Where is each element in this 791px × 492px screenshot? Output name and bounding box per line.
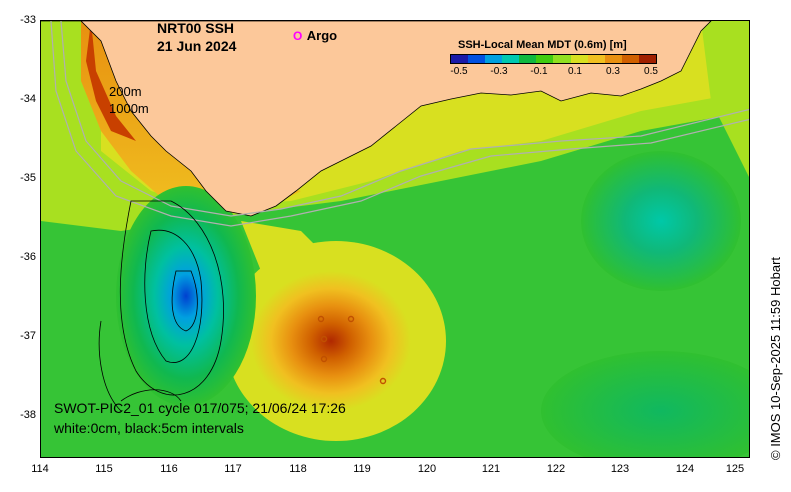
x-tick-label: 115 <box>95 463 113 475</box>
x-tick-label: 124 <box>675 463 695 475</box>
colorbar-swatch <box>502 55 520 63</box>
ssh-map[interactable] <box>40 20 750 458</box>
colorbar-swatch <box>570 55 588 63</box>
x-tick-label: 120 <box>417 463 437 475</box>
ssh-contours <box>98 200 224 412</box>
credit-text: © IMOS 10-Sep-2025 11:59 Hobart <box>768 256 783 460</box>
x-tick-label: 123 <box>610 463 630 475</box>
colorbar-swatch <box>604 55 622 63</box>
colorbar-tick: -0.3 <box>490 66 508 77</box>
argo-legend: O Argo <box>293 27 337 45</box>
colorbar-title: SSH-Local Mean MDT (0.6m) [m] <box>458 39 627 51</box>
shelf-current-core <box>86 21 136 141</box>
colorbar-swatch <box>621 55 639 63</box>
isobath-1000-label: 1000m <box>109 101 149 116</box>
y-tick-label: -36 <box>20 251 36 263</box>
colorbar <box>450 54 657 64</box>
x-tick-label: 118 <box>289 463 307 475</box>
southeast-low <box>541 351 749 457</box>
map-title: NRT00 SSH <box>157 20 235 36</box>
y-tick-label: -34 <box>20 93 36 105</box>
y-tick-label: -37 <box>20 330 36 342</box>
isobath-1000m <box>50 21 749 227</box>
colorbar-swatch <box>485 55 503 63</box>
colorbar-swatch <box>451 55 469 63</box>
colorbar-tick: 0.5 <box>644 66 658 77</box>
map-date: 21 Jun 2024 <box>157 38 237 54</box>
colorbar-tick: 0.3 <box>606 66 620 77</box>
contour-note: white:0cm, black:5cm intervals <box>54 420 244 436</box>
colorbar-tick: -0.1 <box>530 66 548 77</box>
x-tick-label: 119 <box>353 463 371 475</box>
x-tick-label: 117 <box>224 463 242 475</box>
colorbar-tick: -0.5 <box>450 66 468 77</box>
isobath-200-label: 200m <box>109 84 142 99</box>
colorbar-swatch <box>536 55 554 63</box>
colorbar-tick: 0.1 <box>568 66 582 77</box>
isobath-200m <box>60 21 749 217</box>
y-tick-label: -33 <box>20 14 36 26</box>
argo-floats <box>317 315 387 385</box>
ssh-field-svg <box>41 21 749 457</box>
shelf-current <box>81 21 301 216</box>
x-tick-label: 121 <box>481 463 501 475</box>
argo-marker-icon: O <box>293 29 303 43</box>
colorbar-swatch <box>587 55 605 63</box>
warm-core-eddy <box>251 271 411 411</box>
x-tick-label: 116 <box>160 463 178 475</box>
east-coastal-band <box>701 21 749 177</box>
land-australia <box>41 21 712 217</box>
colorbar-swatch <box>553 55 571 63</box>
x-tick-label: 125 <box>725 463 745 475</box>
colorbar-swatch <box>468 55 486 63</box>
east-eddy <box>581 151 741 291</box>
x-tick-label: 114 <box>31 463 49 475</box>
colorbar-swatch <box>519 55 537 63</box>
argo-label: Argo <box>306 28 338 43</box>
cold-core-eddy <box>116 186 256 406</box>
swot-annotation: SWOT-PIC2_01 cycle 017/075; 21/06/24 17:… <box>54 400 346 416</box>
y-tick-label: -38 <box>20 409 36 421</box>
colorbar-swatch <box>638 55 656 63</box>
x-tick-label: 122 <box>546 463 566 475</box>
y-tick-label: -35 <box>20 172 36 184</box>
